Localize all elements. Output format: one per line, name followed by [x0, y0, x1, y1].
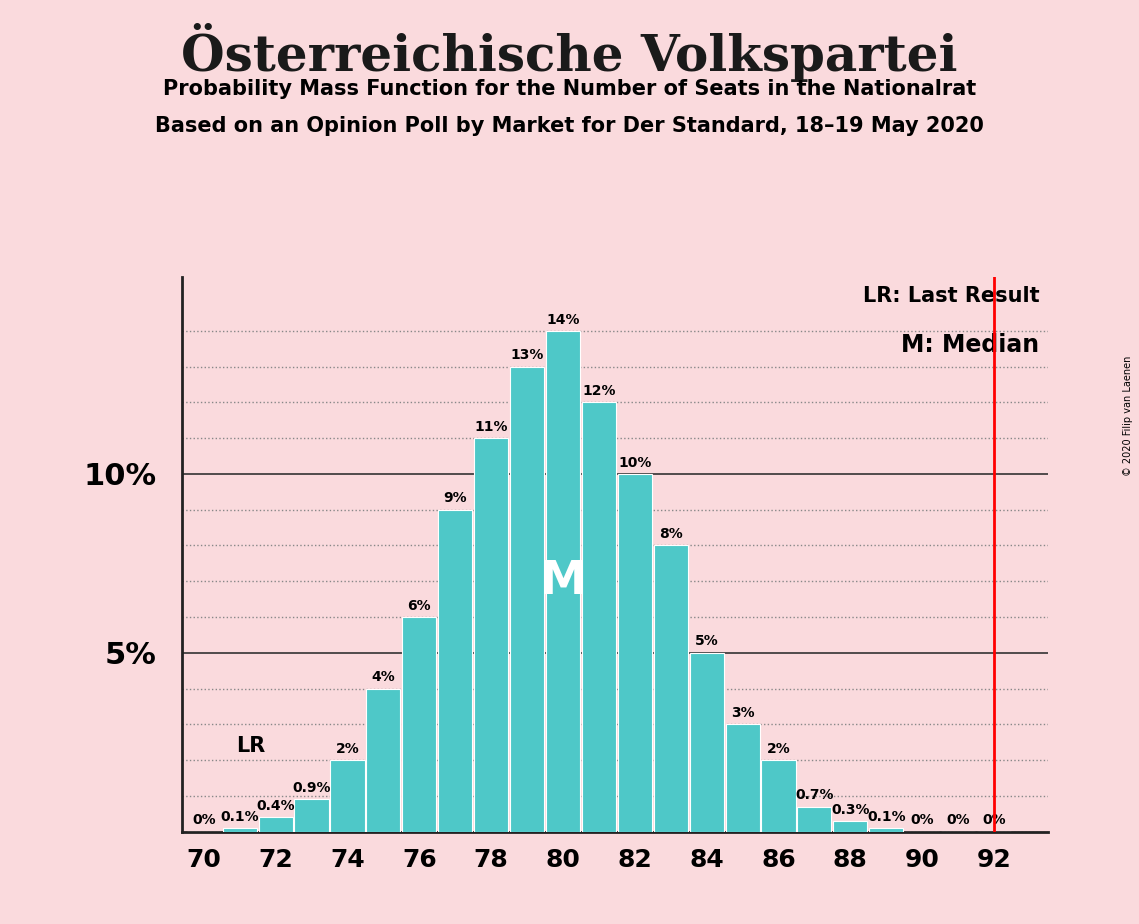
Text: LR: LR — [236, 736, 265, 757]
Bar — [834, 821, 868, 832]
Bar — [582, 402, 616, 832]
Text: 9%: 9% — [443, 492, 467, 505]
Bar — [295, 799, 329, 832]
Text: 14%: 14% — [547, 312, 580, 326]
Bar — [797, 807, 831, 832]
Bar — [762, 760, 795, 832]
Bar — [402, 617, 436, 832]
Text: 0.7%: 0.7% — [795, 788, 834, 802]
Bar — [222, 828, 256, 832]
Text: 5%: 5% — [695, 635, 719, 649]
Bar — [654, 545, 688, 832]
Text: Based on an Opinion Poll by Market for Der Standard, 18–19 May 2020: Based on an Opinion Poll by Market for D… — [155, 116, 984, 136]
Text: 0%: 0% — [982, 813, 1006, 827]
Text: M: Median: M: Median — [901, 333, 1039, 357]
Text: Probability Mass Function for the Number of Seats in the Nationalrat: Probability Mass Function for the Number… — [163, 79, 976, 99]
Text: M: M — [540, 559, 587, 603]
Text: 0.4%: 0.4% — [256, 799, 295, 813]
Text: 12%: 12% — [582, 384, 616, 398]
Text: 8%: 8% — [658, 528, 682, 541]
Text: 0.1%: 0.1% — [867, 809, 906, 823]
Text: 4%: 4% — [371, 670, 395, 685]
Bar — [869, 828, 903, 832]
Text: 3%: 3% — [731, 706, 754, 720]
Bar — [510, 367, 544, 832]
Text: 0.3%: 0.3% — [831, 803, 869, 817]
Text: 0%: 0% — [192, 813, 215, 827]
Text: LR: Last Result: LR: Last Result — [862, 286, 1039, 306]
Text: 13%: 13% — [510, 348, 543, 362]
Text: 2%: 2% — [767, 742, 790, 756]
Bar — [546, 331, 580, 832]
Bar — [474, 438, 508, 832]
Bar — [689, 652, 723, 832]
Bar — [617, 474, 652, 832]
Text: 0.1%: 0.1% — [221, 809, 259, 823]
Text: Österreichische Volkspartei: Österreichische Volkspartei — [181, 23, 958, 82]
Text: 10%: 10% — [618, 456, 652, 469]
Text: 0%: 0% — [947, 813, 970, 827]
Bar — [726, 724, 760, 832]
Bar — [439, 510, 473, 832]
Text: © 2020 Filip van Laenen: © 2020 Filip van Laenen — [1123, 356, 1133, 476]
Text: 11%: 11% — [474, 419, 508, 434]
Bar — [330, 760, 364, 832]
Text: 2%: 2% — [336, 742, 359, 756]
Text: 0.9%: 0.9% — [293, 781, 330, 796]
Text: 6%: 6% — [408, 599, 432, 613]
Bar — [367, 688, 401, 832]
Text: 0%: 0% — [910, 813, 934, 827]
Bar — [259, 818, 293, 832]
